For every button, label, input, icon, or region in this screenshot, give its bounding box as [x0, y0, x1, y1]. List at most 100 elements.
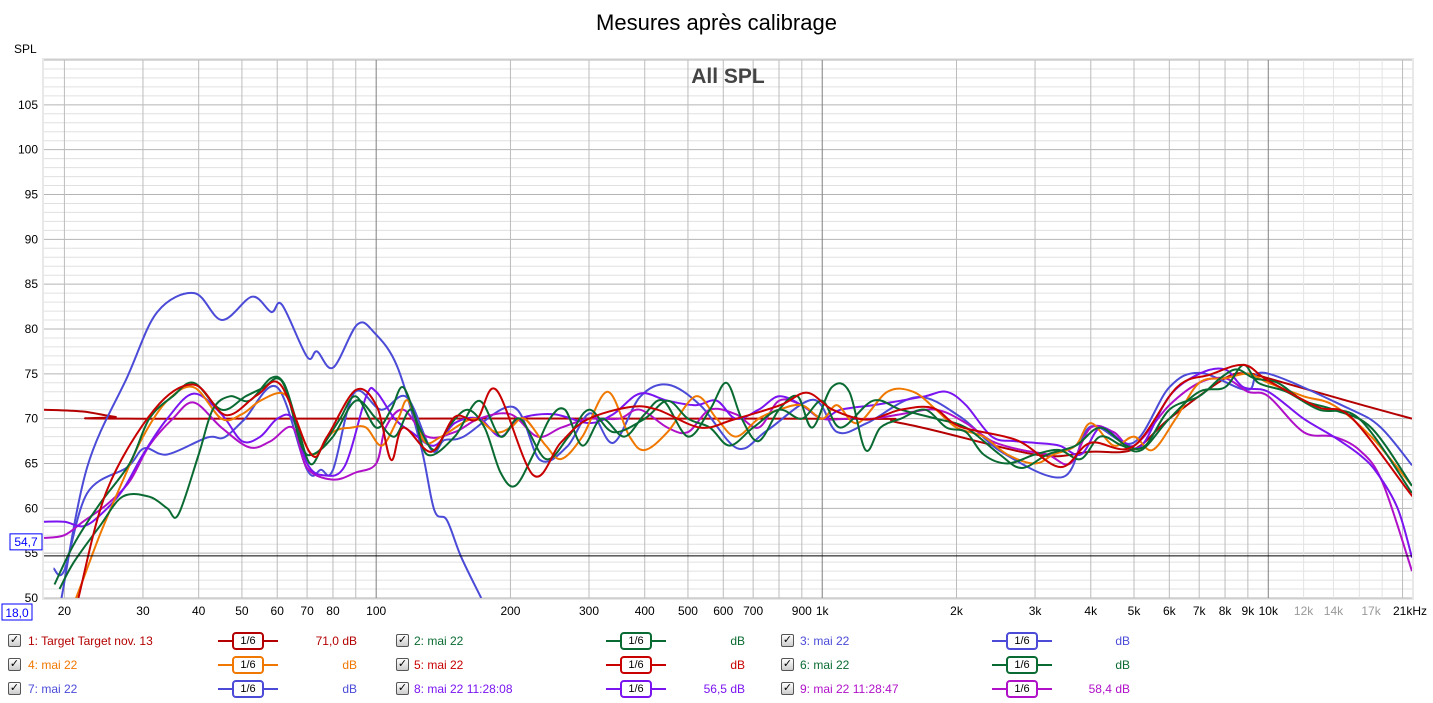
- legend-value: dB: [730, 634, 745, 648]
- x-tick-label: 30: [136, 604, 150, 618]
- series-visibility-checkbox[interactable]: ✓: [781, 634, 794, 647]
- x-tick-label: 1k: [816, 604, 830, 618]
- legend-value: dB: [342, 658, 357, 672]
- legend-label: 6: mai 22: [800, 658, 850, 672]
- x-tick-label: 300: [579, 604, 599, 618]
- y-tick-label: 105: [18, 98, 38, 112]
- smoothing-label: 1/6: [620, 680, 652, 698]
- smoothing-label: 1/6: [232, 680, 264, 698]
- x-tick-label: 50: [235, 604, 249, 618]
- x-tick-label: 8k: [1219, 604, 1233, 618]
- series-line-2: [58, 363, 1412, 590]
- x-tick-label: 17k: [1361, 604, 1381, 618]
- x-tick-label: 40: [192, 604, 206, 618]
- legend-value: 58,4 dB: [1088, 682, 1130, 696]
- smoothing-button[interactable]: 1/6: [992, 656, 1052, 674]
- y-tick-label: 75: [25, 367, 39, 381]
- smoothing-button[interactable]: 1/6: [992, 632, 1052, 650]
- x-tick-label: 600: [713, 604, 733, 618]
- smoothing-button[interactable]: 1/6: [218, 680, 278, 698]
- y-tick-label: 95: [25, 188, 39, 202]
- smoothing-label: 1/6: [620, 656, 652, 674]
- y-tick-label: 90: [25, 232, 39, 246]
- x-tick-label: 20: [58, 604, 72, 618]
- x-tick-label: 6k: [1163, 604, 1177, 618]
- series-visibility-checkbox[interactable]: ✓: [396, 658, 409, 671]
- x-tick-label: 5k: [1128, 604, 1142, 618]
- grid: [44, 59, 1412, 599]
- smoothing-button[interactable]: 1/6: [218, 632, 278, 650]
- legend-label: 8: mai 22 11:28:08: [414, 682, 513, 696]
- series-visibility-checkbox[interactable]: ✓: [8, 634, 21, 647]
- x-tick-label: 14k: [1324, 604, 1344, 618]
- x-tick-label: 80: [326, 604, 340, 618]
- legend-value: dB: [1115, 634, 1130, 648]
- series-visibility-checkbox[interactable]: ✓: [781, 682, 794, 695]
- chart-subtitle: All SPL: [691, 65, 765, 88]
- legend-value: dB: [342, 682, 357, 696]
- x-tick-label: 60: [271, 604, 285, 618]
- x-tick-label: 700: [743, 604, 763, 618]
- smoothing-button[interactable]: 1/6: [606, 656, 666, 674]
- series-line-3: [60, 291, 483, 598]
- series-visibility-checkbox[interactable]: ✓: [8, 682, 21, 695]
- series-visibility-checkbox[interactable]: ✓: [781, 658, 794, 671]
- x-tick-label: 4k: [1084, 604, 1098, 618]
- y-tick-label: 85: [25, 277, 39, 291]
- series-line-9: [44, 376, 1412, 572]
- x-tick-label: 70: [300, 604, 314, 618]
- smoothing-label: 1/6: [1006, 656, 1038, 674]
- y-tick-label: 65: [25, 457, 39, 471]
- legend-label: 4: mai 22: [28, 658, 78, 672]
- x-tick-label: 3k: [1029, 604, 1043, 618]
- x-tick-label: 21kHz: [1393, 604, 1427, 618]
- series-line-6: [53, 368, 1412, 585]
- smoothing-button[interactable]: 1/6: [218, 656, 278, 674]
- legend-label: 5: mai 22: [414, 658, 464, 672]
- y-tick-label: 60: [25, 501, 39, 515]
- chart-title: Mesures après calibrage: [596, 10, 837, 35]
- legend-label: 3: mai 22: [800, 634, 850, 648]
- smoothing-button[interactable]: 1/6: [606, 680, 666, 698]
- x-tick-label: 9k: [1242, 604, 1256, 618]
- smoothing-label: 1/6: [1006, 680, 1038, 698]
- series-visibility-checkbox[interactable]: ✓: [396, 634, 409, 647]
- legend-label: 1: Target Target nov. 13: [28, 634, 153, 648]
- cursor-y-box: [9, 533, 43, 551]
- x-tick-label: 400: [635, 604, 655, 618]
- x-tick-label: 900: [792, 604, 812, 618]
- y-tick-label: 80: [25, 322, 39, 336]
- y-tick-label: 100: [18, 143, 38, 157]
- x-tick-label: 7k: [1193, 604, 1207, 618]
- x-tick-label: 12k: [1294, 604, 1314, 618]
- legend-value: dB: [730, 658, 745, 672]
- x-tick-label: 500: [678, 604, 698, 618]
- cursor-x-box: [1, 603, 33, 621]
- legend-label: 7: mai 22: [28, 682, 78, 696]
- series-line-5: [77, 363, 1412, 598]
- series-group: [44, 291, 1412, 598]
- smoothing-button[interactable]: 1/6: [606, 632, 666, 650]
- legend-value: 71,0 dB: [315, 634, 357, 648]
- cursor-x-readout: 18,0: [5, 606, 29, 620]
- series-visibility-checkbox[interactable]: ✓: [396, 682, 409, 695]
- y-tick-label: 50: [25, 591, 39, 605]
- x-tick-label: 200: [500, 604, 520, 618]
- y-tick-label: 70: [25, 412, 39, 426]
- legend-value: 56,5 dB: [703, 682, 745, 696]
- x-tick-label: 100: [366, 604, 386, 618]
- legend-label: 2: mai 22: [414, 634, 464, 648]
- y-axis-label: SPL: [14, 42, 37, 56]
- legend-value: dB: [1115, 658, 1130, 672]
- smoothing-label: 1/6: [620, 632, 652, 650]
- smoothing-button[interactable]: 1/6: [992, 680, 1052, 698]
- cursor-y-readout: 54,7: [14, 535, 38, 549]
- x-tick-label: 2k: [950, 604, 964, 618]
- smoothing-label: 1/6: [1006, 632, 1038, 650]
- smoothing-label: 1/6: [232, 632, 264, 650]
- series-visibility-checkbox[interactable]: ✓: [8, 658, 21, 671]
- legend-label: 9: mai 22 11:28:47: [800, 682, 899, 696]
- smoothing-label: 1/6: [232, 656, 264, 674]
- x-tick-label: 10k: [1259, 604, 1279, 618]
